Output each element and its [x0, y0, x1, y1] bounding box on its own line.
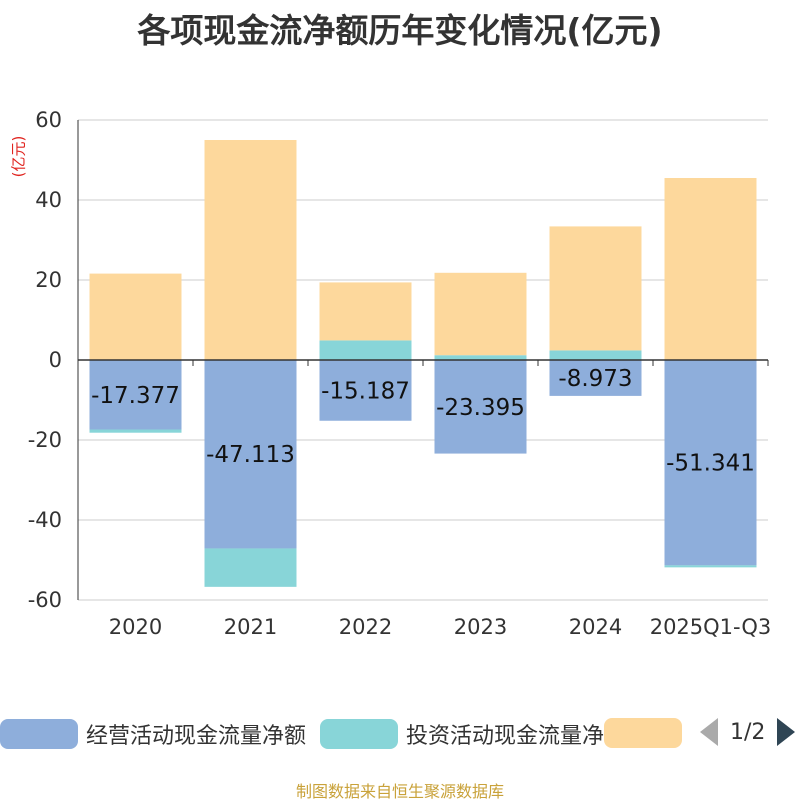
data-source-note: 制图数据来自恒生聚源数据库 — [295, 782, 504, 801]
legend-swatch-investing — [320, 719, 398, 749]
x-tick-label: 2020 — [109, 615, 162, 639]
bar-segment-series-1 — [204, 548, 297, 587]
legend-item-third[interactable] — [604, 718, 682, 748]
bar-segment-series-1 — [434, 355, 527, 360]
legend-item-investing[interactable]: 投资活动现金流量净额 — [320, 718, 626, 750]
x-tick-label: 2024 — [569, 615, 622, 639]
bar-segment-series-2 — [319, 282, 412, 341]
bar-segment-series-2 — [434, 272, 527, 356]
bar-segment-series-1 — [319, 340, 412, 360]
legend-next-page-icon[interactable] — [777, 718, 796, 746]
bar-segment-series-0 — [204, 360, 297, 549]
bar-chart: 60 40 20 0 -20 -40 -60 -17.377 -47.113 -15.187 -23… — [28, 108, 772, 639]
bar-segment-series-0 — [319, 360, 412, 421]
legend-pager: 1/2 — [700, 718, 796, 746]
legend-item-operating[interactable]: 经营活动现金流量净额 — [0, 718, 306, 750]
x-tick-label: 2022 — [339, 615, 392, 639]
x-tick-label: 2025Q1-Q3 — [650, 615, 772, 639]
bar-segment-series-2 — [89, 273, 182, 360]
y-tick-label: -60 — [28, 588, 62, 612]
bar-segment-series-2 — [549, 226, 642, 351]
legend-page-indicator: 1/2 — [730, 719, 766, 745]
legend-swatch-operating — [0, 719, 78, 749]
legend-label-operating: 经营活动现金流量净额 — [86, 724, 307, 749]
data-label: -51.341 — [666, 451, 755, 477]
legend-prev-page-icon[interactable] — [700, 718, 718, 746]
bar-segment-series-2 — [204, 140, 297, 360]
data-label: -47.113 — [206, 442, 295, 468]
data-label: -17.377 — [91, 383, 180, 409]
bar-segment-series-0 — [434, 360, 527, 454]
x-tick-label: 2023 — [454, 615, 507, 639]
chart-title: 各项现金流净额历年变化情况(亿元) — [137, 11, 663, 50]
y-tick-label: 60 — [35, 108, 62, 132]
bar-segment-series-2 — [664, 178, 757, 360]
data-label: -8.973 — [558, 366, 632, 392]
y-tick-label: 20 — [35, 268, 62, 292]
bar-segment-series-0 — [549, 360, 642, 396]
bar-segment-series-0 — [89, 360, 182, 430]
bar-segment-series-1 — [664, 565, 757, 568]
legend-swatch-third — [604, 718, 682, 748]
bar-segment-series-0 — [664, 360, 757, 566]
y-tick-label: -40 — [28, 508, 62, 532]
y-tick-label: 40 — [35, 188, 62, 212]
data-label: -15.187 — [321, 378, 410, 404]
bar-segment-series-1 — [549, 350, 642, 360]
bar-segment-series-1 — [89, 429, 182, 433]
data-label: -23.395 — [436, 395, 525, 421]
legend: 经营活动现金流量净额 投资活动现金流量净额 1/2 — [0, 712, 800, 758]
x-tick-label: 2021 — [224, 615, 277, 639]
y-tick-label: -20 — [28, 428, 62, 452]
y-tick-label: 0 — [49, 348, 62, 372]
legend-label-investing: 投资活动现金流量净额 — [406, 724, 627, 749]
